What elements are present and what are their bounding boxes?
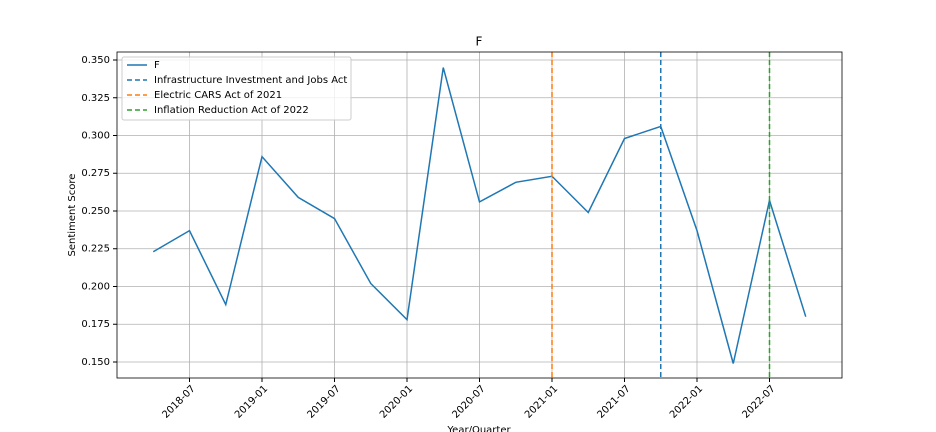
x-tick-label: 2020-07: [450, 383, 487, 420]
x-tick-label: 2018-07: [160, 383, 197, 420]
x-tick-label: 2022-01: [668, 383, 705, 420]
x-tick-label: 2022-07: [740, 383, 777, 420]
chart-title: F: [476, 35, 483, 49]
x-tick-label: 2020-01: [378, 383, 415, 420]
legend-label: Inflation Reduction Act of 2022: [154, 105, 309, 116]
x-tick-label: 2019-01: [233, 383, 270, 420]
x-tick-label: 2021-07: [595, 383, 632, 420]
x-axis-label: Year/Quarter: [446, 425, 511, 432]
y-tick-label: 0.325: [81, 93, 110, 104]
y-tick-label: 0.175: [81, 319, 110, 330]
y-tick-label: 0.225: [81, 244, 110, 255]
y-axis-label: Sentiment Score: [67, 174, 78, 257]
y-tick-label: 0.275: [81, 168, 110, 179]
y-tick-label: 0.150: [81, 357, 110, 368]
legend-label: F: [154, 60, 160, 71]
legend-box: [121, 56, 352, 121]
y-tick-label: 0.300: [81, 131, 110, 142]
y-tick-label: 0.200: [81, 281, 110, 292]
y-tick-label: 0.250: [81, 206, 110, 217]
data-line: [152, 67, 807, 364]
legend-label: Infrastructure Investment and Jobs Act: [154, 75, 347, 86]
legend-label: Electric CARS Act of 2021: [154, 90, 282, 101]
x-tick-label: 2021-01: [523, 383, 560, 420]
plot-frame: [116, 51, 843, 379]
y-tick-label: 0.350: [81, 55, 110, 66]
x-tick-label: 2019-07: [305, 383, 342, 420]
